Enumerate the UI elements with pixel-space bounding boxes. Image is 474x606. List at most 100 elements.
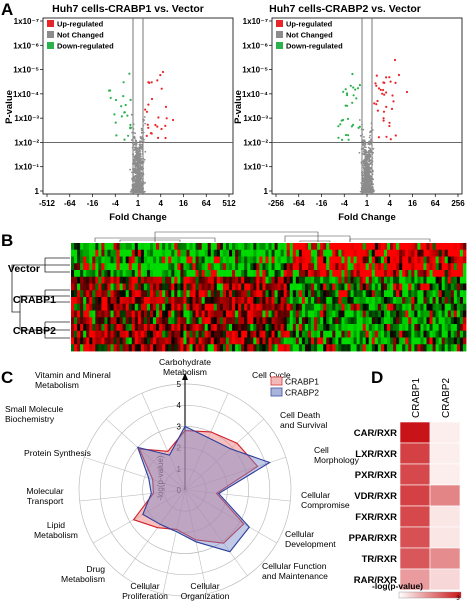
heatmap-cell xyxy=(317,256,321,264)
point-up xyxy=(385,91,388,94)
point-down xyxy=(122,95,125,98)
heatmap-cell xyxy=(74,337,78,345)
point-down xyxy=(123,111,126,114)
heatmap-cell xyxy=(399,463,431,486)
heatmap-cell xyxy=(110,330,114,338)
heatmap-cell xyxy=(420,283,424,291)
heatmap-cell xyxy=(311,330,315,338)
heatmap-cell xyxy=(426,317,430,325)
heatmap-cell xyxy=(277,317,282,325)
point-down xyxy=(114,121,117,124)
heatmap-cell xyxy=(295,256,300,264)
heatmap-cell xyxy=(295,276,300,284)
point-up xyxy=(164,136,167,140)
heatmap-cell xyxy=(256,270,260,278)
heatmap-cell xyxy=(377,276,382,284)
point-not-changed xyxy=(368,153,370,156)
heatmap-cell xyxy=(396,303,400,311)
heatmap-cell xyxy=(338,290,342,298)
heatmap-cell xyxy=(271,290,275,298)
point-not-changed xyxy=(362,160,364,163)
legend: Up-regulated Not Changed Down-regulated xyxy=(47,20,114,51)
point-not-changed xyxy=(138,174,140,177)
heatmap-cell xyxy=(459,317,464,325)
heatmap-cell xyxy=(150,276,154,284)
heatmap-cell xyxy=(247,263,251,271)
heatmap-cell xyxy=(219,290,224,298)
heatmap-cell xyxy=(98,283,102,291)
heatmap-cell xyxy=(159,270,163,278)
heatmap-cell xyxy=(277,297,282,305)
heatmap-cell xyxy=(423,297,427,305)
heatmap-cell xyxy=(432,324,437,332)
heatmap-cell xyxy=(393,297,397,305)
heatmap-cell xyxy=(153,249,157,257)
heatmap-cell xyxy=(134,270,139,278)
heatmap-cell xyxy=(350,243,354,251)
heatmap-cell xyxy=(128,243,133,251)
heatmap-cell xyxy=(350,303,354,311)
point-not-changed xyxy=(365,169,367,171)
heatmap-cell xyxy=(183,337,187,345)
heatmap-cell xyxy=(125,297,130,305)
row-dendrogram xyxy=(11,257,70,339)
point-not-changed xyxy=(369,142,371,145)
point-not-changed xyxy=(360,184,363,186)
heatmap-cell xyxy=(247,344,251,352)
heatmap-cell xyxy=(116,270,121,278)
heatmap-cell xyxy=(441,303,446,311)
heatmap-cell xyxy=(98,297,102,305)
heatmap-cell xyxy=(222,249,227,257)
heatmap-cell xyxy=(438,249,443,257)
heatmap-cell xyxy=(131,310,136,318)
heatmap-cell xyxy=(396,297,400,305)
point-not-changed xyxy=(365,166,368,169)
row-label: CAR/RXR xyxy=(354,428,397,439)
heatmap-cell xyxy=(104,290,108,298)
heatmap-cell xyxy=(195,310,200,318)
heatmap-cell xyxy=(341,263,345,271)
heatmap-cell xyxy=(250,310,254,318)
heatmap-cell xyxy=(219,344,224,352)
heatmap-cell xyxy=(356,290,361,298)
point-not-changed xyxy=(134,141,137,143)
heatmap-cell xyxy=(353,249,358,257)
heatmap-cell xyxy=(83,243,87,251)
heatmap-cell xyxy=(71,263,75,271)
point-not-changed xyxy=(363,173,366,176)
radar-category-label: Cellular Compromise xyxy=(301,490,350,510)
heatmap-cell xyxy=(274,337,279,345)
heatmap-cell xyxy=(250,344,254,352)
point-not-changed xyxy=(360,182,363,184)
heatmap-cell xyxy=(350,324,354,332)
point-not-changed xyxy=(140,160,142,162)
heatmap-cell xyxy=(268,310,272,318)
heatmap-cell xyxy=(405,290,409,298)
heatmap-cell xyxy=(377,256,382,264)
heatmap-cell xyxy=(332,337,336,345)
point-not-changed xyxy=(132,127,135,130)
row-label-crabp2: CRABP2 xyxy=(13,325,56,337)
radar-chart: 012345-log(p-value)CarbohydrateMetabolis… xyxy=(5,357,360,601)
heatmap-cell xyxy=(414,330,418,338)
heatmap-cell xyxy=(259,276,263,284)
point-not-changed xyxy=(135,146,138,149)
heatmap-cell xyxy=(89,344,93,352)
heatmap-cell xyxy=(119,249,124,257)
heatmap-cell xyxy=(180,243,184,251)
heatmap-cell xyxy=(201,276,206,284)
heatmap-cell xyxy=(122,256,127,264)
heatmap-cell xyxy=(71,256,75,264)
heatmap-cell xyxy=(289,249,294,257)
heatmap-cell xyxy=(335,324,339,332)
heatmap-cell xyxy=(341,243,345,251)
heatmap-cell xyxy=(390,276,394,284)
heatmap-cell xyxy=(238,263,242,271)
heatmap-cell xyxy=(235,297,239,305)
heatmap-cell xyxy=(83,330,87,338)
heatmap-cell xyxy=(213,276,218,284)
heatmap-cell xyxy=(444,344,449,352)
point-not-changed xyxy=(142,162,144,165)
point-down xyxy=(344,104,347,107)
heatmap-cell xyxy=(441,276,446,284)
